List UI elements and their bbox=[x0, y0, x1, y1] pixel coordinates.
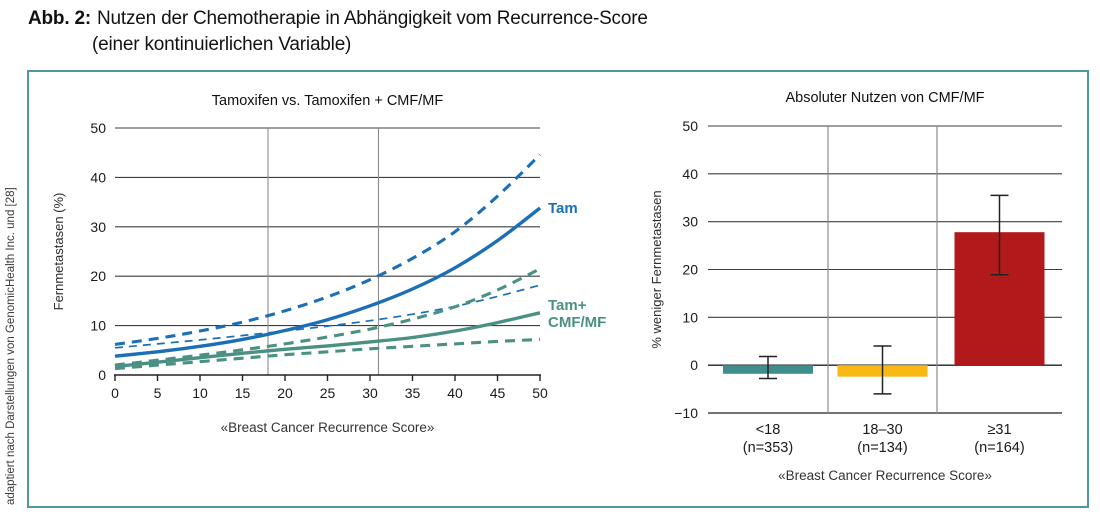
category-label-line1: <18 bbox=[756, 422, 781, 438]
category-label-line2: (n=164) bbox=[974, 440, 1024, 456]
left-chart-title: Tamoxifen vs. Tamoxifen + CMF/MF bbox=[212, 93, 444, 109]
right-y-ticklabel: 0 bbox=[690, 357, 698, 373]
left-x-ticklabel: 45 bbox=[490, 385, 506, 401]
right-y-ticklabel: 30 bbox=[682, 214, 698, 230]
left-x-ticklabel: 20 bbox=[277, 385, 293, 401]
left-y-ticklabel: 10 bbox=[90, 318, 106, 334]
figure-caption: Abb. 2: Nutzen der Chemotherapie in Abhän… bbox=[28, 6, 648, 58]
right-y-ticklabel: 50 bbox=[682, 118, 698, 134]
line-tam bbox=[114, 206, 542, 358]
line-tam-95-ci-lower bbox=[114, 284, 541, 349]
left-x-ticklabel: 30 bbox=[362, 385, 378, 401]
category-label-line2: (n=353) bbox=[743, 440, 793, 456]
left-y-axis-label: Fernmetastasen (%) bbox=[51, 193, 66, 311]
credit-note: adaptiert nach Darstellungen von Genomic… bbox=[5, 187, 17, 505]
line-tam-95-ci-upper bbox=[114, 153, 542, 346]
category-label-line2: (n=134) bbox=[857, 440, 907, 456]
figure-caption-line1: Abb. 2: Nutzen der Chemotherapie in Abhän… bbox=[28, 6, 648, 32]
series-label-tam+: Tam+ bbox=[548, 297, 587, 314]
left-x-ticklabel: 10 bbox=[192, 385, 208, 401]
line-tam+cmf-mf bbox=[114, 311, 541, 369]
right-y-ticklabel: 40 bbox=[682, 166, 698, 182]
right-y-axis-label: % weniger Fernmetastasen bbox=[649, 190, 664, 348]
chart-panel: Tamoxifen vs. Tamoxifen + CMF/MF 0 5 10 15 20… bbox=[27, 70, 1089, 508]
right-y-ticklabel: 20 bbox=[682, 262, 698, 278]
figure-subtitle: (einer kontinuierlichen Variable) bbox=[92, 34, 352, 55]
left-y-ticklabel: 0 bbox=[98, 367, 106, 383]
series-label-cmfmf: CMF/MF bbox=[548, 314, 606, 331]
line-tam+cmf-mf-95-ci-lower bbox=[114, 337, 541, 371]
left-x-ticklabel: 5 bbox=[154, 385, 162, 401]
left-y-ticklabel: 40 bbox=[90, 169, 106, 185]
left-x-ticklabel: 40 bbox=[447, 385, 463, 401]
right-chart-title: Absoluter Nutzen von CMF/MF bbox=[785, 90, 984, 106]
left-x-ticklabel: 50 bbox=[532, 385, 548, 401]
series-label-tam: Tam bbox=[548, 200, 578, 217]
left-x-ticklabel: 0 bbox=[111, 385, 119, 401]
left-y-ticklabel: 20 bbox=[90, 268, 106, 284]
left-y-ticklabel: 50 bbox=[90, 120, 106, 136]
left-x-ticklabel: 35 bbox=[405, 385, 421, 401]
category-label-line1: ≥31 bbox=[987, 422, 1011, 438]
left-x-axis-label: «Breast Cancer Recurrence Score» bbox=[221, 420, 435, 435]
figure-title: Nutzen der Chemotherapie in Abhängigkeit… bbox=[97, 8, 648, 29]
left-y-ticklabel: 30 bbox=[90, 219, 106, 235]
left-x-ticklabel: 15 bbox=[235, 385, 251, 401]
right-y-ticklabel: −10 bbox=[674, 405, 698, 421]
line-tam+cmf-mf-95-ci-upper bbox=[114, 267, 541, 367]
charts-svg: Tamoxifen vs. Tamoxifen + CMF/MF 0 5 10 15 20… bbox=[51, 90, 1062, 483]
category-label-line1: 18–30 bbox=[862, 422, 902, 438]
right-y-ticklabel: 10 bbox=[682, 309, 698, 325]
figure-label: Abb. 2: bbox=[28, 8, 91, 29]
right-x-axis-label: «Breast Cancer Recurrence Score» bbox=[778, 468, 992, 483]
left-x-ticklabel: 25 bbox=[320, 385, 336, 401]
